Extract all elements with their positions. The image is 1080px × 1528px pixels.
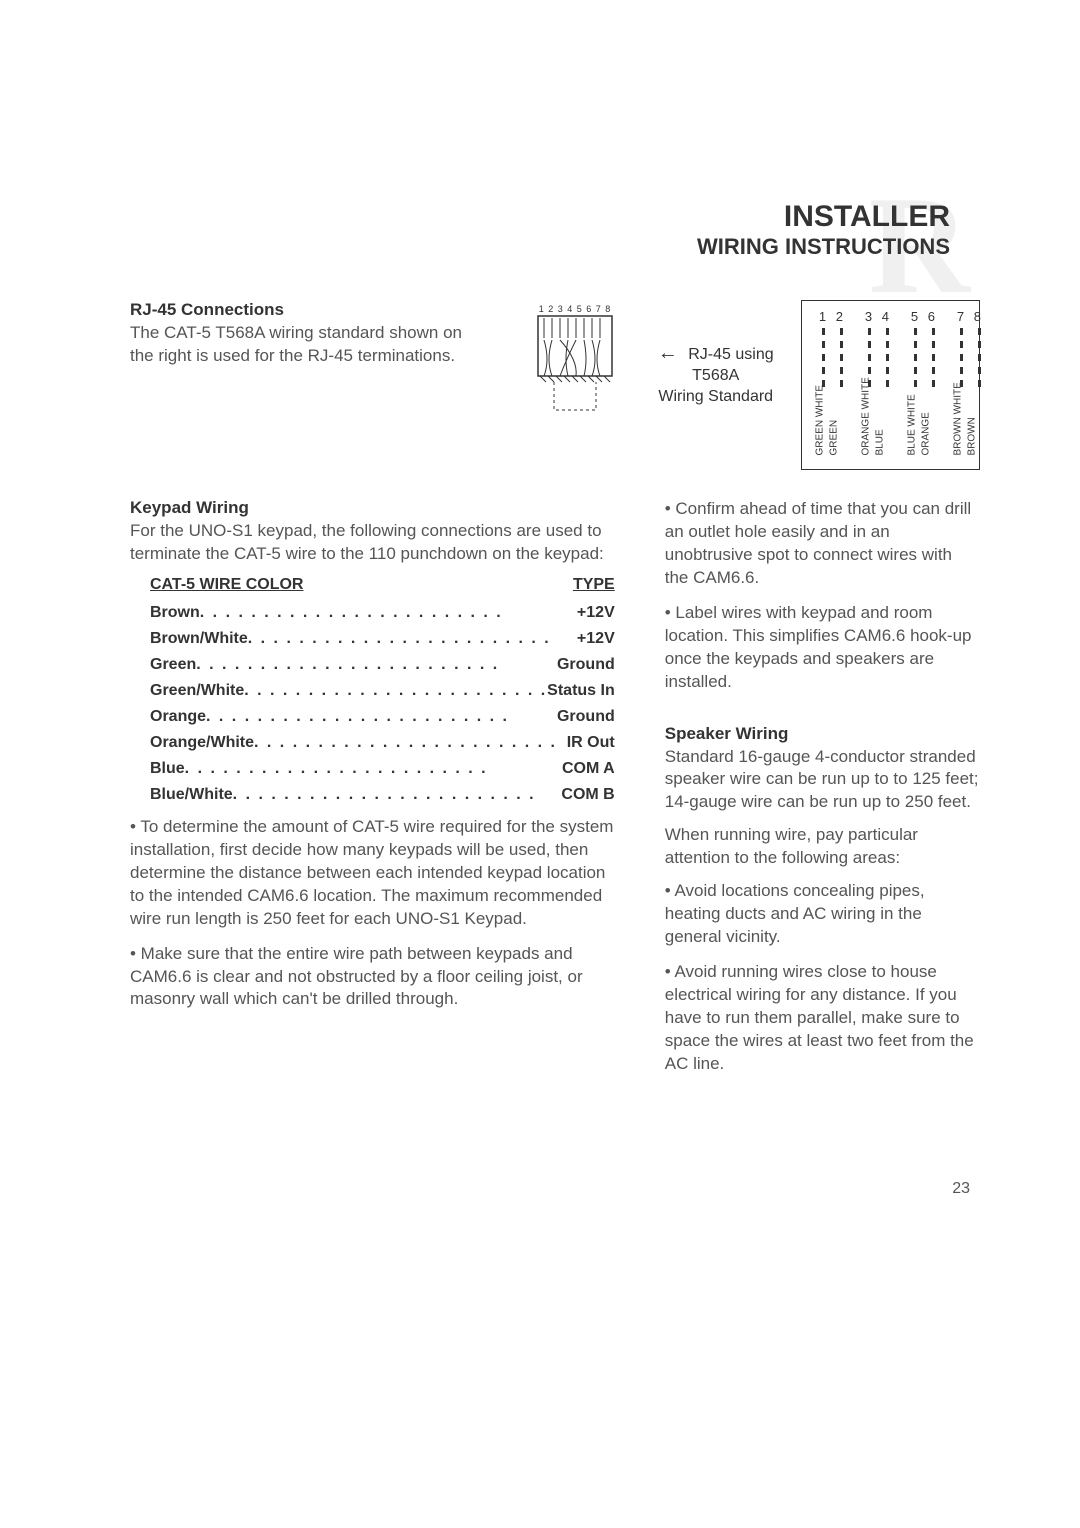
rj45-connector-diagram: 1 2 3 4 5 6 7 8 <box>520 300 630 470</box>
bullet-item: • Avoid locations concealing pipes, heat… <box>665 880 980 949</box>
wire-header-color: CAT-5 WIRE COLOR <box>150 576 303 594</box>
pin-pair: 3 4 <box>860 309 896 388</box>
right-column: • Confirm ahead of time that you can dri… <box>665 498 980 1088</box>
pin-dashes <box>906 328 942 388</box>
pin-label: GREEN <box>829 396 840 456</box>
keypad-bullets-left: • To determine the amount of CAT-5 wire … <box>130 816 615 1012</box>
bullet-item: • Confirm ahead of time that you can dri… <box>665 498 980 590</box>
bullet-item: • Label wires with keypad and room locat… <box>665 602 980 694</box>
wire-type: Ground <box>557 656 615 674</box>
pin-pair: 1 2 <box>814 309 850 388</box>
rj45-text-col: RJ-45 Connections The CAT-5 T568A wiring… <box>130 300 490 470</box>
pin-label: ORANGE WHITE <box>861 396 872 456</box>
wire-row: Green . . . . . . . . . . . . . . . . . … <box>150 656 615 674</box>
pin-label: BROWN <box>967 396 978 456</box>
rj45-body: The CAT-5 T568A wiring standard shown on… <box>130 322 490 368</box>
speaker-title: Speaker Wiring <box>665 724 980 744</box>
pin-pair: 5 6 <box>906 309 942 388</box>
page-number: 23 <box>952 1180 970 1198</box>
header-subtitle: WIRING INSTRUCTIONS <box>697 234 950 260</box>
pin-numbers: 3 4 <box>860 309 896 324</box>
wire-dots: . . . . . . . . . . . . . . . . . . . . … <box>196 656 557 674</box>
pin-label: BROWN WHITE <box>953 396 964 456</box>
wire-row: Green/White . . . . . . . . . . . . . . … <box>150 682 615 700</box>
speaker-para: Standard 16-gauge 4-conductor stranded s… <box>665 746 980 815</box>
pin-numbers: 5 6 <box>906 309 942 324</box>
bullet-item: • To determine the amount of CAT-5 wire … <box>130 816 615 931</box>
rj45-diagram-col: 1 2 3 4 5 6 7 8 <box>520 300 980 470</box>
speaker-paras: Standard 16-gauge 4-conductor stranded s… <box>665 746 980 871</box>
wire-color: Orange <box>150 708 206 726</box>
pin-label: BLUE WHITE <box>907 396 918 456</box>
pin-numbers: 1 2 <box>814 309 850 324</box>
wire-row: Orange . . . . . . . . . . . . . . . . .… <box>150 708 615 726</box>
wire-color: Orange/White <box>150 734 254 752</box>
wire-color: Blue <box>150 760 185 778</box>
keypad-bullets-right: • Confirm ahead of time that you can dri… <box>665 498 980 694</box>
wire-dots: . . . . . . . . . . . . . . . . . . . . … <box>200 604 577 622</box>
bullet-item: • Avoid running wires close to house ele… <box>665 961 980 1076</box>
wire-color: Green/White <box>150 682 244 700</box>
wire-table-header: CAT-5 WIRE COLOR TYPE <box>150 576 615 594</box>
left-column: Keypad Wiring For the UNO-S1 keypad, the… <box>130 498 615 1088</box>
speaker-bullets: • Avoid locations concealing pipes, heat… <box>665 880 980 1076</box>
header-title: INSTALLER <box>697 200 950 234</box>
rj45-title: RJ-45 Connections <box>130 300 490 320</box>
wire-type: Ground <box>557 708 615 726</box>
wire-table-body: Brown . . . . . . . . . . . . . . . . . … <box>130 604 615 804</box>
wire-type: COM A <box>562 760 615 778</box>
wire-header-type: TYPE <box>573 576 615 594</box>
speaker-para: When running wire, pay particular attent… <box>665 824 980 870</box>
pin-label: GREEN WHITE <box>815 396 826 456</box>
wire-type: COM B <box>561 786 614 804</box>
wire-dots: . . . . . . . . . . . . . . . . . . . . … <box>185 760 562 778</box>
wire-color: Green <box>150 656 196 674</box>
pin-label: ORANGE <box>921 396 932 456</box>
pin-dashes <box>952 328 988 388</box>
wire-row: Brown . . . . . . . . . . . . . . . . . … <box>150 604 615 622</box>
wire-row: Blue/White . . . . . . . . . . . . . . .… <box>150 786 615 804</box>
wire-type: Status In <box>547 682 615 700</box>
rj45-caption: ← RJ-45 using T568A Wiring Standard <box>642 340 789 408</box>
main-two-column: Keypad Wiring For the UNO-S1 keypad, the… <box>130 498 980 1088</box>
wire-dots: . . . . . . . . . . . . . . . . . . . . … <box>244 682 547 700</box>
pin-label: BLUE <box>875 396 886 456</box>
arrow-left-icon: ← <box>658 342 678 364</box>
wire-row: Orange/White . . . . . . . . . . . . . .… <box>150 734 615 752</box>
pin-pair: 7 8 <box>952 309 988 388</box>
wire-type: IR Out <box>567 734 615 752</box>
wire-dots: . . . . . . . . . . . . . . . . . . . . … <box>254 734 567 752</box>
pin-dashes <box>814 328 850 388</box>
connector-pin-numbers: 1 2 3 4 5 6 7 8 <box>539 304 612 314</box>
keypad-intro: For the UNO-S1 keypad, the following con… <box>130 520 615 566</box>
wire-row: Brown/White . . . . . . . . . . . . . . … <box>150 630 615 648</box>
rj45-section: RJ-45 Connections The CAT-5 T568A wiring… <box>130 300 980 470</box>
wire-dots: . . . . . . . . . . . . . . . . . . . . … <box>248 630 577 648</box>
wire-color: Brown/White <box>150 630 248 648</box>
wire-type: +12V <box>577 630 615 648</box>
keypad-title: Keypad Wiring <box>130 498 615 518</box>
pin-numbers: 7 8 <box>952 309 988 324</box>
wire-color: Brown <box>150 604 200 622</box>
wire-dots: . . . . . . . . . . . . . . . . . . . . … <box>206 708 557 726</box>
rj45-pinout-diagram: 1 2 GREEN WHITEGREEN 3 4 ORANGE WHITEBLUE 5 … <box>801 300 980 470</box>
caption-line1: RJ-45 using T568A <box>688 346 773 384</box>
wire-dots: . . . . . . . . . . . . . . . . . . . . … <box>233 786 562 804</box>
wire-type: +12V <box>577 604 615 622</box>
caption-line2: Wiring Standard <box>658 388 773 405</box>
wire-row: Blue . . . . . . . . . . . . . . . . . .… <box>150 760 615 778</box>
bullet-item: • Make sure that the entire wire path be… <box>130 943 615 1012</box>
wire-color: Blue/White <box>150 786 233 804</box>
page-header: INSTALLER WIRING INSTRUCTIONS <box>697 200 950 260</box>
